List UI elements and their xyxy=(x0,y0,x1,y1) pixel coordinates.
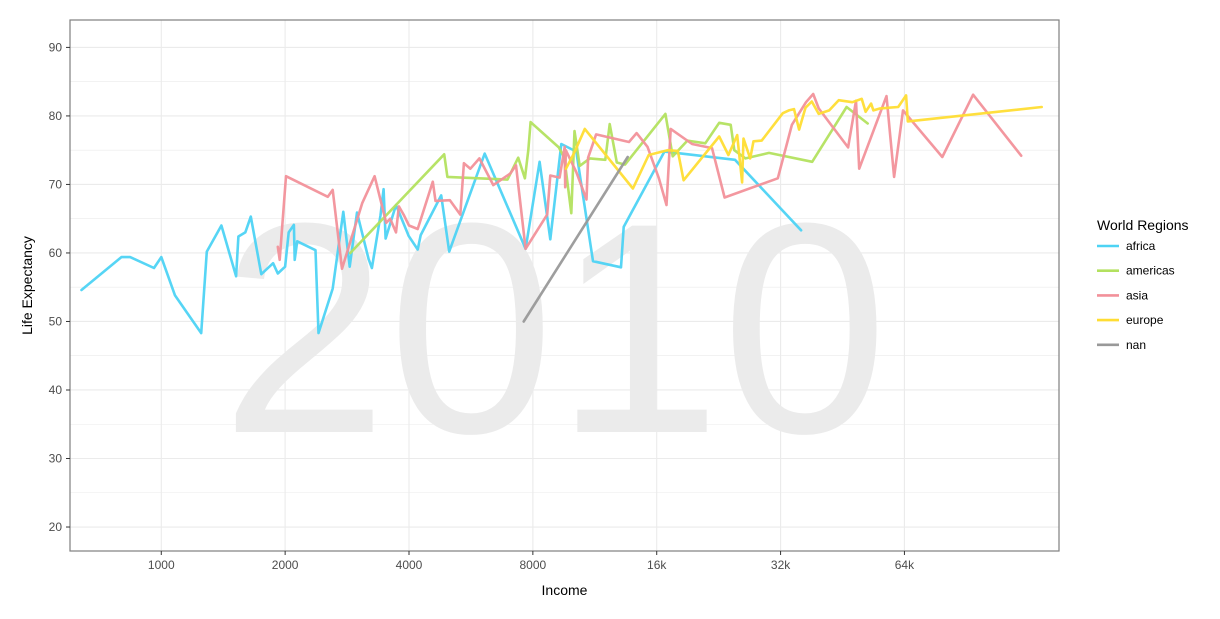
series-line-americas xyxy=(349,105,869,255)
y-tick-label: 70 xyxy=(49,177,63,191)
legend-label-nan: nan xyxy=(1126,338,1146,352)
series-line-africa xyxy=(80,142,803,335)
x-axis-title: Income xyxy=(542,582,588,598)
y-tick-label: 80 xyxy=(49,109,63,123)
x-tick-label: 64k xyxy=(895,558,915,572)
legend: World Regions africa americas asia europe na… xyxy=(1097,217,1189,352)
legend-label-europe: europe xyxy=(1126,313,1164,327)
legend-label-africa: africa xyxy=(1126,239,1156,253)
legend-items: africa americas asia europe nan xyxy=(1097,239,1175,352)
y-tick-label: 30 xyxy=(49,452,63,466)
series-line-asia xyxy=(276,92,1023,270)
y-tick-label: 50 xyxy=(49,314,63,328)
y-axis-ticks: 20 30 40 50 60 70 80 90 xyxy=(49,40,70,534)
series-lines xyxy=(80,92,1043,335)
x-tick-label: 8000 xyxy=(520,558,547,572)
year-watermark: 2010 xyxy=(221,160,888,496)
x-tick-label: 1000 xyxy=(148,558,175,572)
x-tick-label: 32k xyxy=(771,558,791,572)
legend-title: World Regions xyxy=(1097,217,1189,233)
y-tick-label: 90 xyxy=(49,40,63,54)
series-line-europe xyxy=(564,94,1043,190)
x-tick-label: 16k xyxy=(647,558,667,572)
legend-label-americas: americas xyxy=(1126,264,1175,278)
plot-panel-border xyxy=(69,19,1060,552)
y-tick-label: 40 xyxy=(49,383,63,397)
y-axis-title: Life Expectancy xyxy=(19,236,35,335)
series-line-nan xyxy=(522,155,629,323)
legend-label-asia: asia xyxy=(1126,288,1148,302)
x-tick-label: 2000 xyxy=(272,558,299,572)
x-tick-label: 4000 xyxy=(396,558,423,572)
y-tick-label: 60 xyxy=(49,246,63,260)
y-tick-label: 20 xyxy=(49,520,63,534)
x-axis-ticks: 1000 2000 4000 8000 16k 32k 64k xyxy=(148,551,915,572)
